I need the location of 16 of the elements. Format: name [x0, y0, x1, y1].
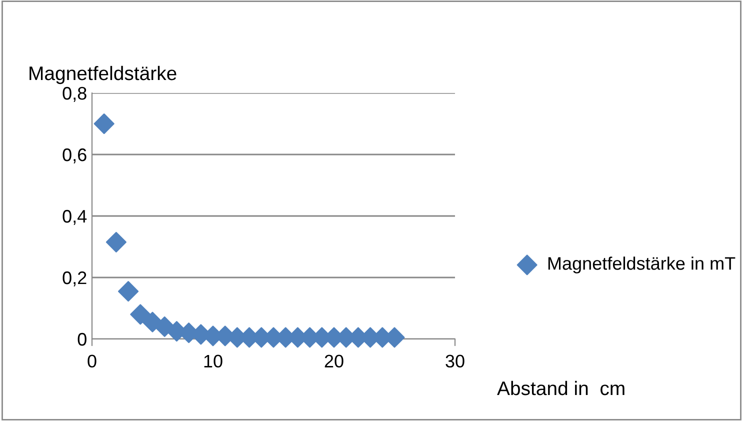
x-tick-label: 0	[88, 354, 96, 368]
point	[118, 281, 139, 302]
x-tick-label: 20	[324, 354, 344, 368]
y-tick-label: 0,8	[62, 86, 86, 102]
point	[106, 232, 126, 252]
x-axis-title: Abstand in cm	[497, 380, 624, 396]
y-tick-label: 0,6	[62, 148, 86, 164]
legend-label: Magnetfeldstärke in mT	[548, 256, 736, 274]
y-tick-label: 0	[78, 332, 86, 346]
x-tick-label: 30	[446, 354, 464, 368]
point	[130, 304, 151, 325]
x-tick-label: 10	[204, 354, 222, 368]
point	[94, 113, 114, 134]
y-axis-title: Magnetfeldstärke	[30, 66, 176, 84]
y-tick-label: 0,4	[62, 210, 87, 225]
y-tick-label: 0,2	[62, 271, 86, 286]
